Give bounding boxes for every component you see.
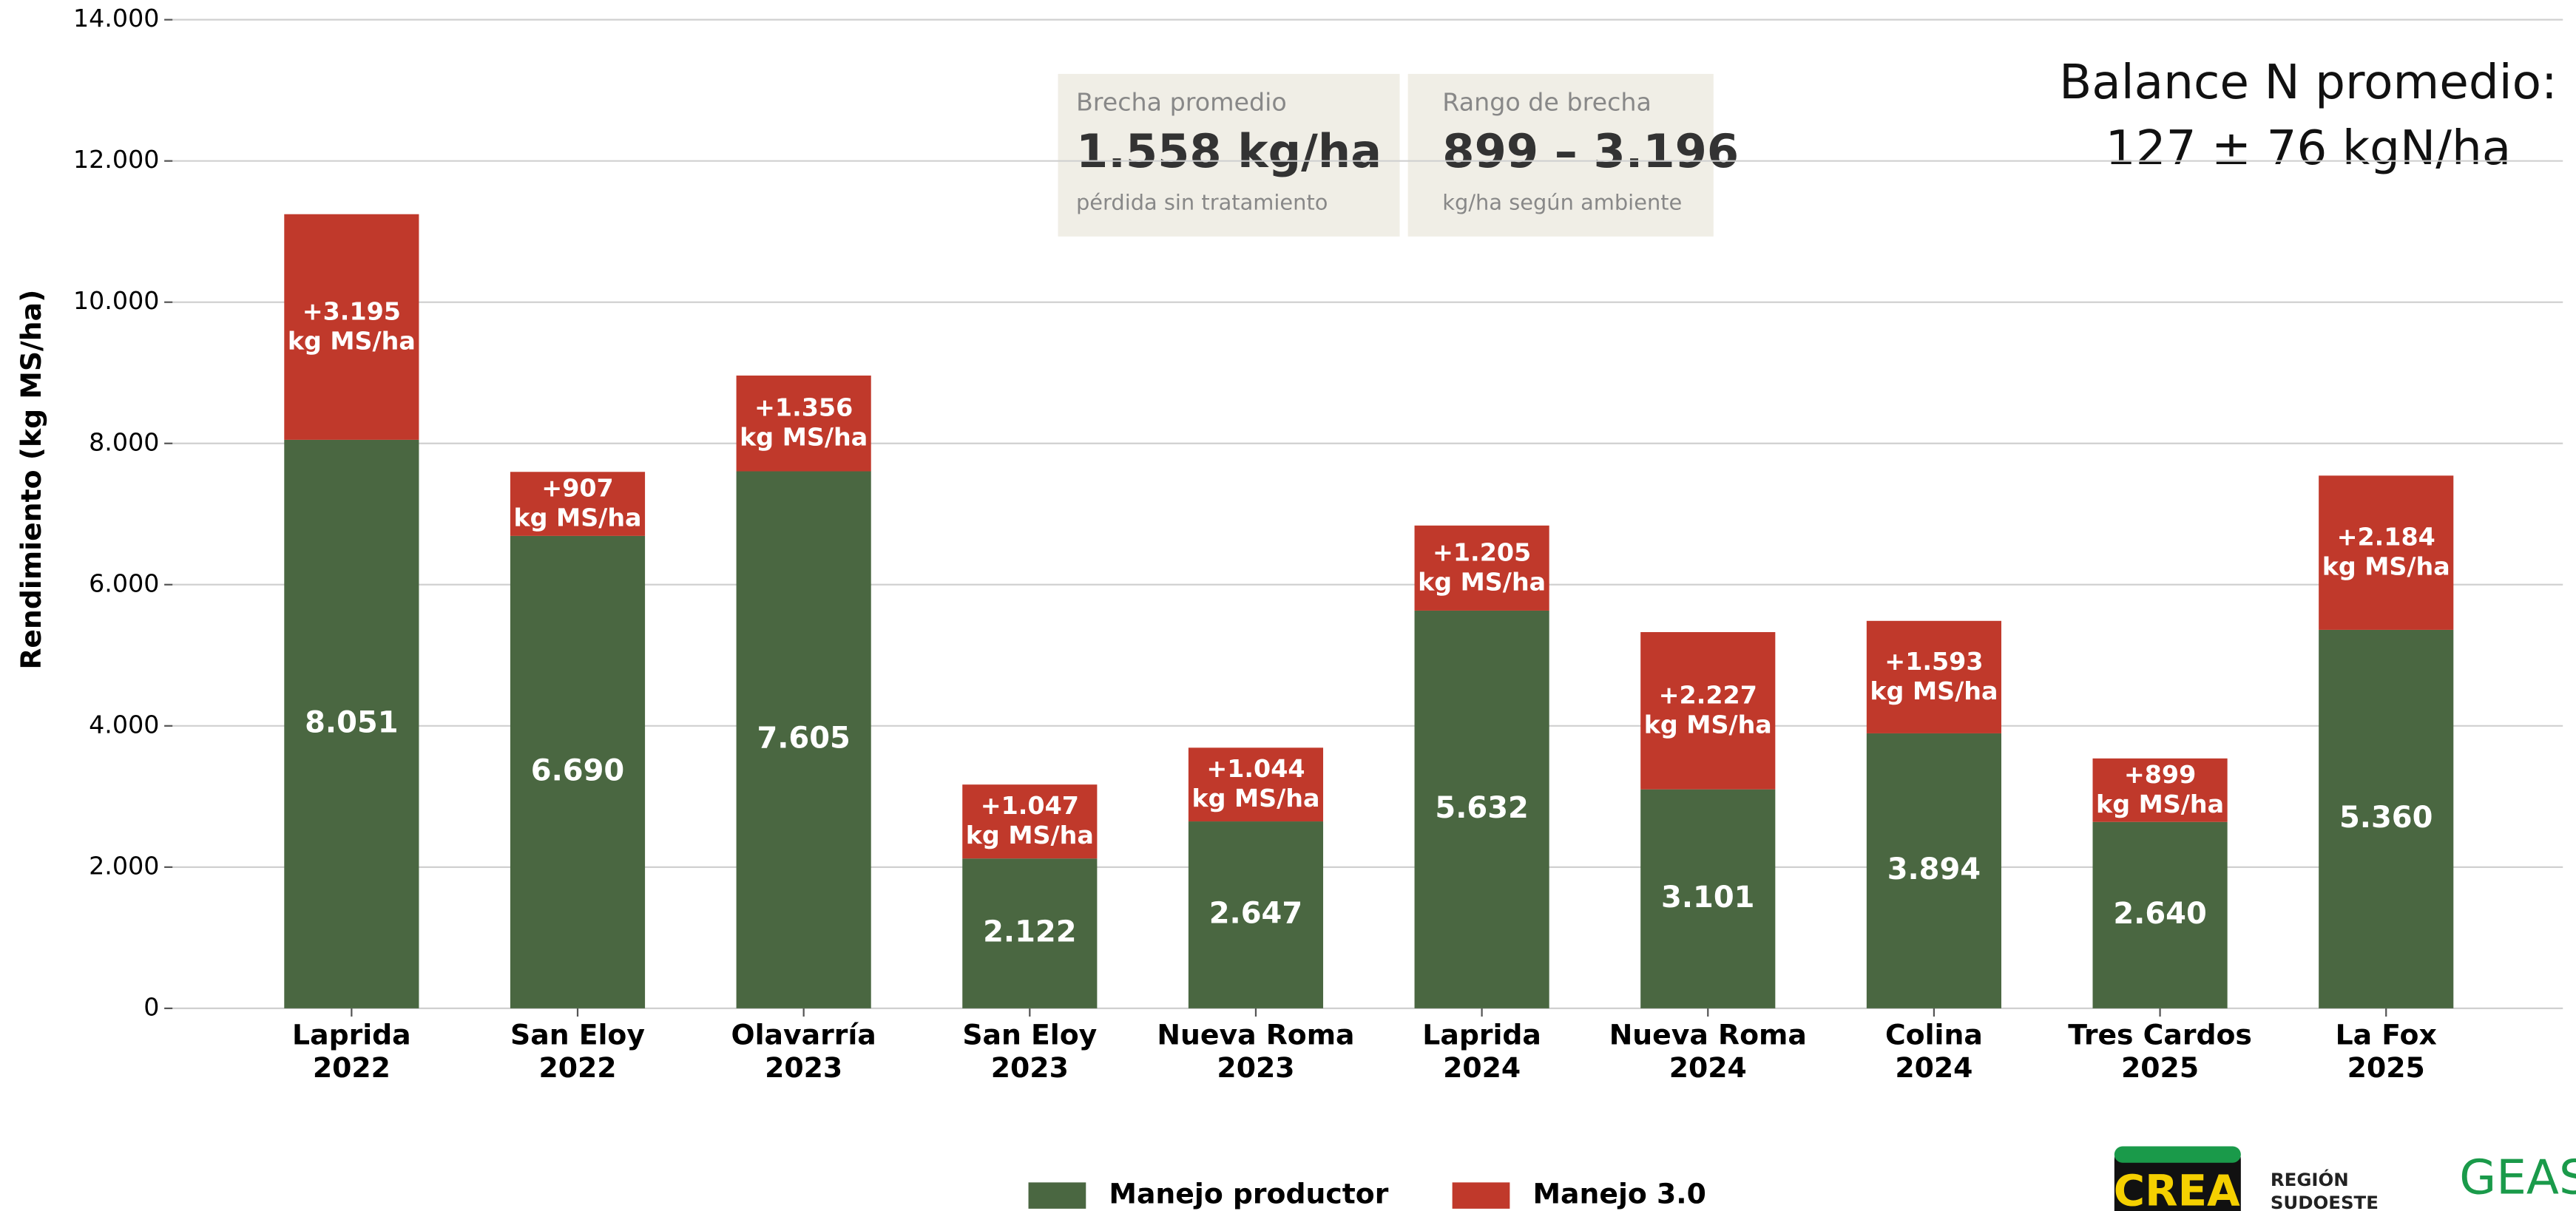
- legend-swatch: [1452, 1182, 1510, 1209]
- x-tick-label: Laprida 2022: [292, 1018, 411, 1083]
- x-tick-label: La Fox 2025: [2336, 1018, 2437, 1083]
- y-tick-label: 14.000: [73, 4, 160, 33]
- logo-text: GEAS: [2459, 1150, 2576, 1206]
- info-note: pérdida sin tratamiento: [1076, 189, 1328, 214]
- bar-segment: [2319, 629, 2454, 1008]
- x-tick-label: Nueva Roma 2024: [1609, 1018, 1807, 1083]
- logo-stripe: [2114, 1146, 2241, 1163]
- logo-text: SUDOESTE: [2271, 1192, 2379, 1211]
- y-tick-label: 10.000: [73, 286, 160, 315]
- logo-text: CREA: [2114, 1166, 2240, 1211]
- bar-label: +899 kg MS/ha: [2096, 759, 2224, 818]
- y-tick-label: 12.000: [73, 145, 160, 174]
- x-tick-label: San Eloy 2022: [510, 1018, 645, 1083]
- bar-segment: [1866, 733, 2001, 1008]
- bar-label: +2.227 kg MS/ha: [1644, 680, 1772, 739]
- info-note: kg/ha según ambiente: [1442, 189, 1682, 214]
- bar-segment: [1640, 631, 1776, 790]
- x-tick-label: Laprida 2024: [1422, 1018, 1541, 1083]
- y-tick-label: 0: [143, 992, 159, 1021]
- y-tick-label: 8.000: [89, 427, 159, 456]
- bar-label: 2.647: [1209, 896, 1302, 930]
- bar-segment: [510, 472, 646, 536]
- bar-label: 7.605: [757, 722, 850, 756]
- x-tick-label: Colina 2024: [1885, 1018, 1983, 1083]
- bar-segment: [2092, 758, 2228, 822]
- bar-segment: [1414, 525, 1549, 611]
- legend-swatch: [1028, 1182, 1086, 1209]
- bar-segment: [2319, 475, 2454, 630]
- info-value: 899 – 3.196: [1442, 124, 1739, 178]
- bar-label: 2.122: [983, 915, 1076, 949]
- bar-label: 5.632: [1435, 791, 1528, 825]
- legend-label: Manejo productor: [1109, 1178, 1388, 1210]
- y-axis-label: Rendimiento (kg MS/ha): [15, 290, 47, 670]
- bar-label: +2.184 kg MS/ha: [2322, 522, 2450, 580]
- bar-label: +1.356 kg MS/ha: [740, 393, 868, 451]
- y-tick-label: 6.000: [89, 569, 159, 597]
- y-tick-label: 2.000: [89, 851, 159, 880]
- bar-segment: [736, 375, 871, 472]
- logo-text: REGIÓN: [2271, 1168, 2349, 1190]
- bar-segment: [284, 439, 419, 1008]
- bar-label: 2.640: [2113, 897, 2206, 931]
- bar-segment: [1866, 620, 2001, 733]
- bar-label: +3.195 kg MS/ha: [288, 296, 416, 355]
- x-tick-label: San Eloy 2023: [962, 1018, 1097, 1083]
- bar-label: 3.894: [1887, 852, 1981, 886]
- y-tick-label: 4.000: [89, 710, 159, 739]
- bar-label: +1.593 kg MS/ha: [1870, 646, 1998, 705]
- bar-label: +1.047 kg MS/ha: [966, 791, 1094, 849]
- bar-label: 3.101: [1661, 881, 1754, 915]
- bar-label: +907 kg MS/ha: [513, 473, 641, 532]
- bar-label: 6.690: [531, 753, 624, 787]
- annotation: Balance N promedio:: [2059, 55, 2558, 110]
- bar-segment: [1414, 610, 1549, 1008]
- bar-segment: [962, 784, 1098, 859]
- x-tick-label: Nueva Roma 2023: [1157, 1018, 1354, 1083]
- info-title: Rango de brecha: [1442, 87, 1652, 116]
- bar-segment: [284, 214, 419, 440]
- bar-segment: [2092, 821, 2228, 1008]
- annotation: 127 ± 76 kgN/ha: [2106, 121, 2512, 176]
- x-tick-label: Tres Cardos 2025: [2068, 1018, 2252, 1083]
- bar-label: 8.051: [305, 705, 398, 739]
- x-tick-label: Olavarría 2023: [731, 1018, 876, 1083]
- info-title: Brecha promedio: [1076, 87, 1287, 116]
- info-box: [1058, 73, 1400, 237]
- bar-segment: [736, 471, 871, 1008]
- bar-label: +1.205 kg MS/ha: [1418, 537, 1546, 596]
- bar-segment: [962, 858, 1098, 1008]
- legend-label: Manejo 3.0: [1532, 1178, 1705, 1210]
- bar-segment: [1188, 821, 1324, 1008]
- info-box: [1407, 73, 1714, 237]
- info-value: 1.558 kg/ha: [1076, 124, 1382, 178]
- bar-segment: [1188, 747, 1324, 822]
- bar-label: 5.360: [2339, 801, 2433, 835]
- bar-segment: [1640, 789, 1776, 1008]
- bar-segment: [510, 535, 646, 1008]
- bar-label: +1.044 kg MS/ha: [1191, 754, 1319, 813]
